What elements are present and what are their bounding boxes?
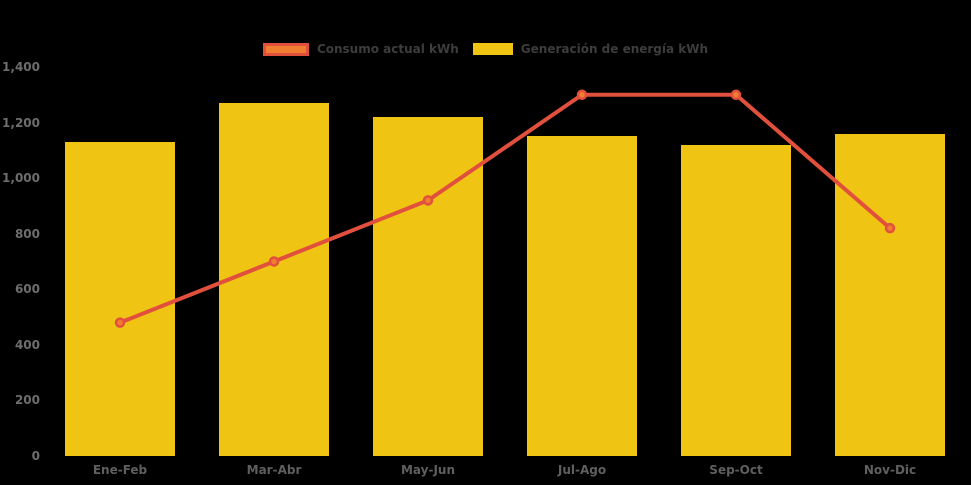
y-axis-tick-label: 600: [14, 282, 40, 297]
consumo-point-Jul-Ago[interactable]: [576, 89, 588, 101]
consumo-legend-swatch-icon: [262, 42, 309, 56]
y-axis-tick-label: 0: [31, 449, 40, 463]
generacion-legend-swatch-icon: [472, 43, 513, 55]
consumo-point-Nov-Dic[interactable]: [884, 222, 896, 234]
generacion-bar-Jul-Ago[interactable]: [527, 136, 637, 456]
consumo-point-Mar-Abr[interactable]: [268, 256, 280, 267]
x-axis-label-May-Jun: May-Jun: [400, 463, 456, 477]
legend-label-consumo: Consumo actual kWh: [316, 42, 459, 56]
y-axis-tick-label: 1,200: [2, 115, 40, 130]
generacion-bar-Mar-Abr[interactable]: [219, 103, 329, 456]
consumo-line[interactable]: [119, 92, 892, 325]
legend-item-generacion[interactable]: Generación de energía kWh: [472, 42, 709, 56]
generacion-bar-Sep-Oct[interactable]: [681, 144, 791, 456]
legend-item-consumo[interactable]: Consumo actual kWh: [262, 42, 459, 56]
consumo-point-May-Jun[interactable]: [422, 195, 434, 206]
consumo-point-Ene-Feb[interactable]: [114, 317, 126, 328]
consumo-point-Sep-Oct[interactable]: [730, 89, 742, 101]
x-axis-label-Mar-Abr: Mar-Abr: [246, 463, 302, 477]
x-axis-label-Sep-Oct: Sep-Oct: [709, 463, 763, 477]
y-axis-tick-label: 1,000: [2, 171, 40, 186]
y-axis-tick-label: 800: [14, 226, 40, 241]
x-axis-label-Nov-Dic: Nov-Dic: [863, 463, 917, 477]
x-axis-label-Jul-Ago: Jul-Ago: [557, 463, 607, 477]
x-axis-label-Ene-Feb: Ene-Feb: [92, 463, 148, 477]
y-axis-tick-label: 400: [14, 337, 40, 352]
generacion-bar-Nov-Dic[interactable]: [835, 133, 945, 456]
generacion-bar-Ene-Feb[interactable]: [65, 142, 175, 456]
y-axis-tick-label: 1,400: [2, 60, 40, 74]
y-axis-tick-label: 200: [14, 393, 40, 408]
legend-label-generacion: Generación de energía kWh: [520, 42, 709, 56]
chart-legend: Consumo actual kWh Generación de energía…: [0, 42, 971, 56]
